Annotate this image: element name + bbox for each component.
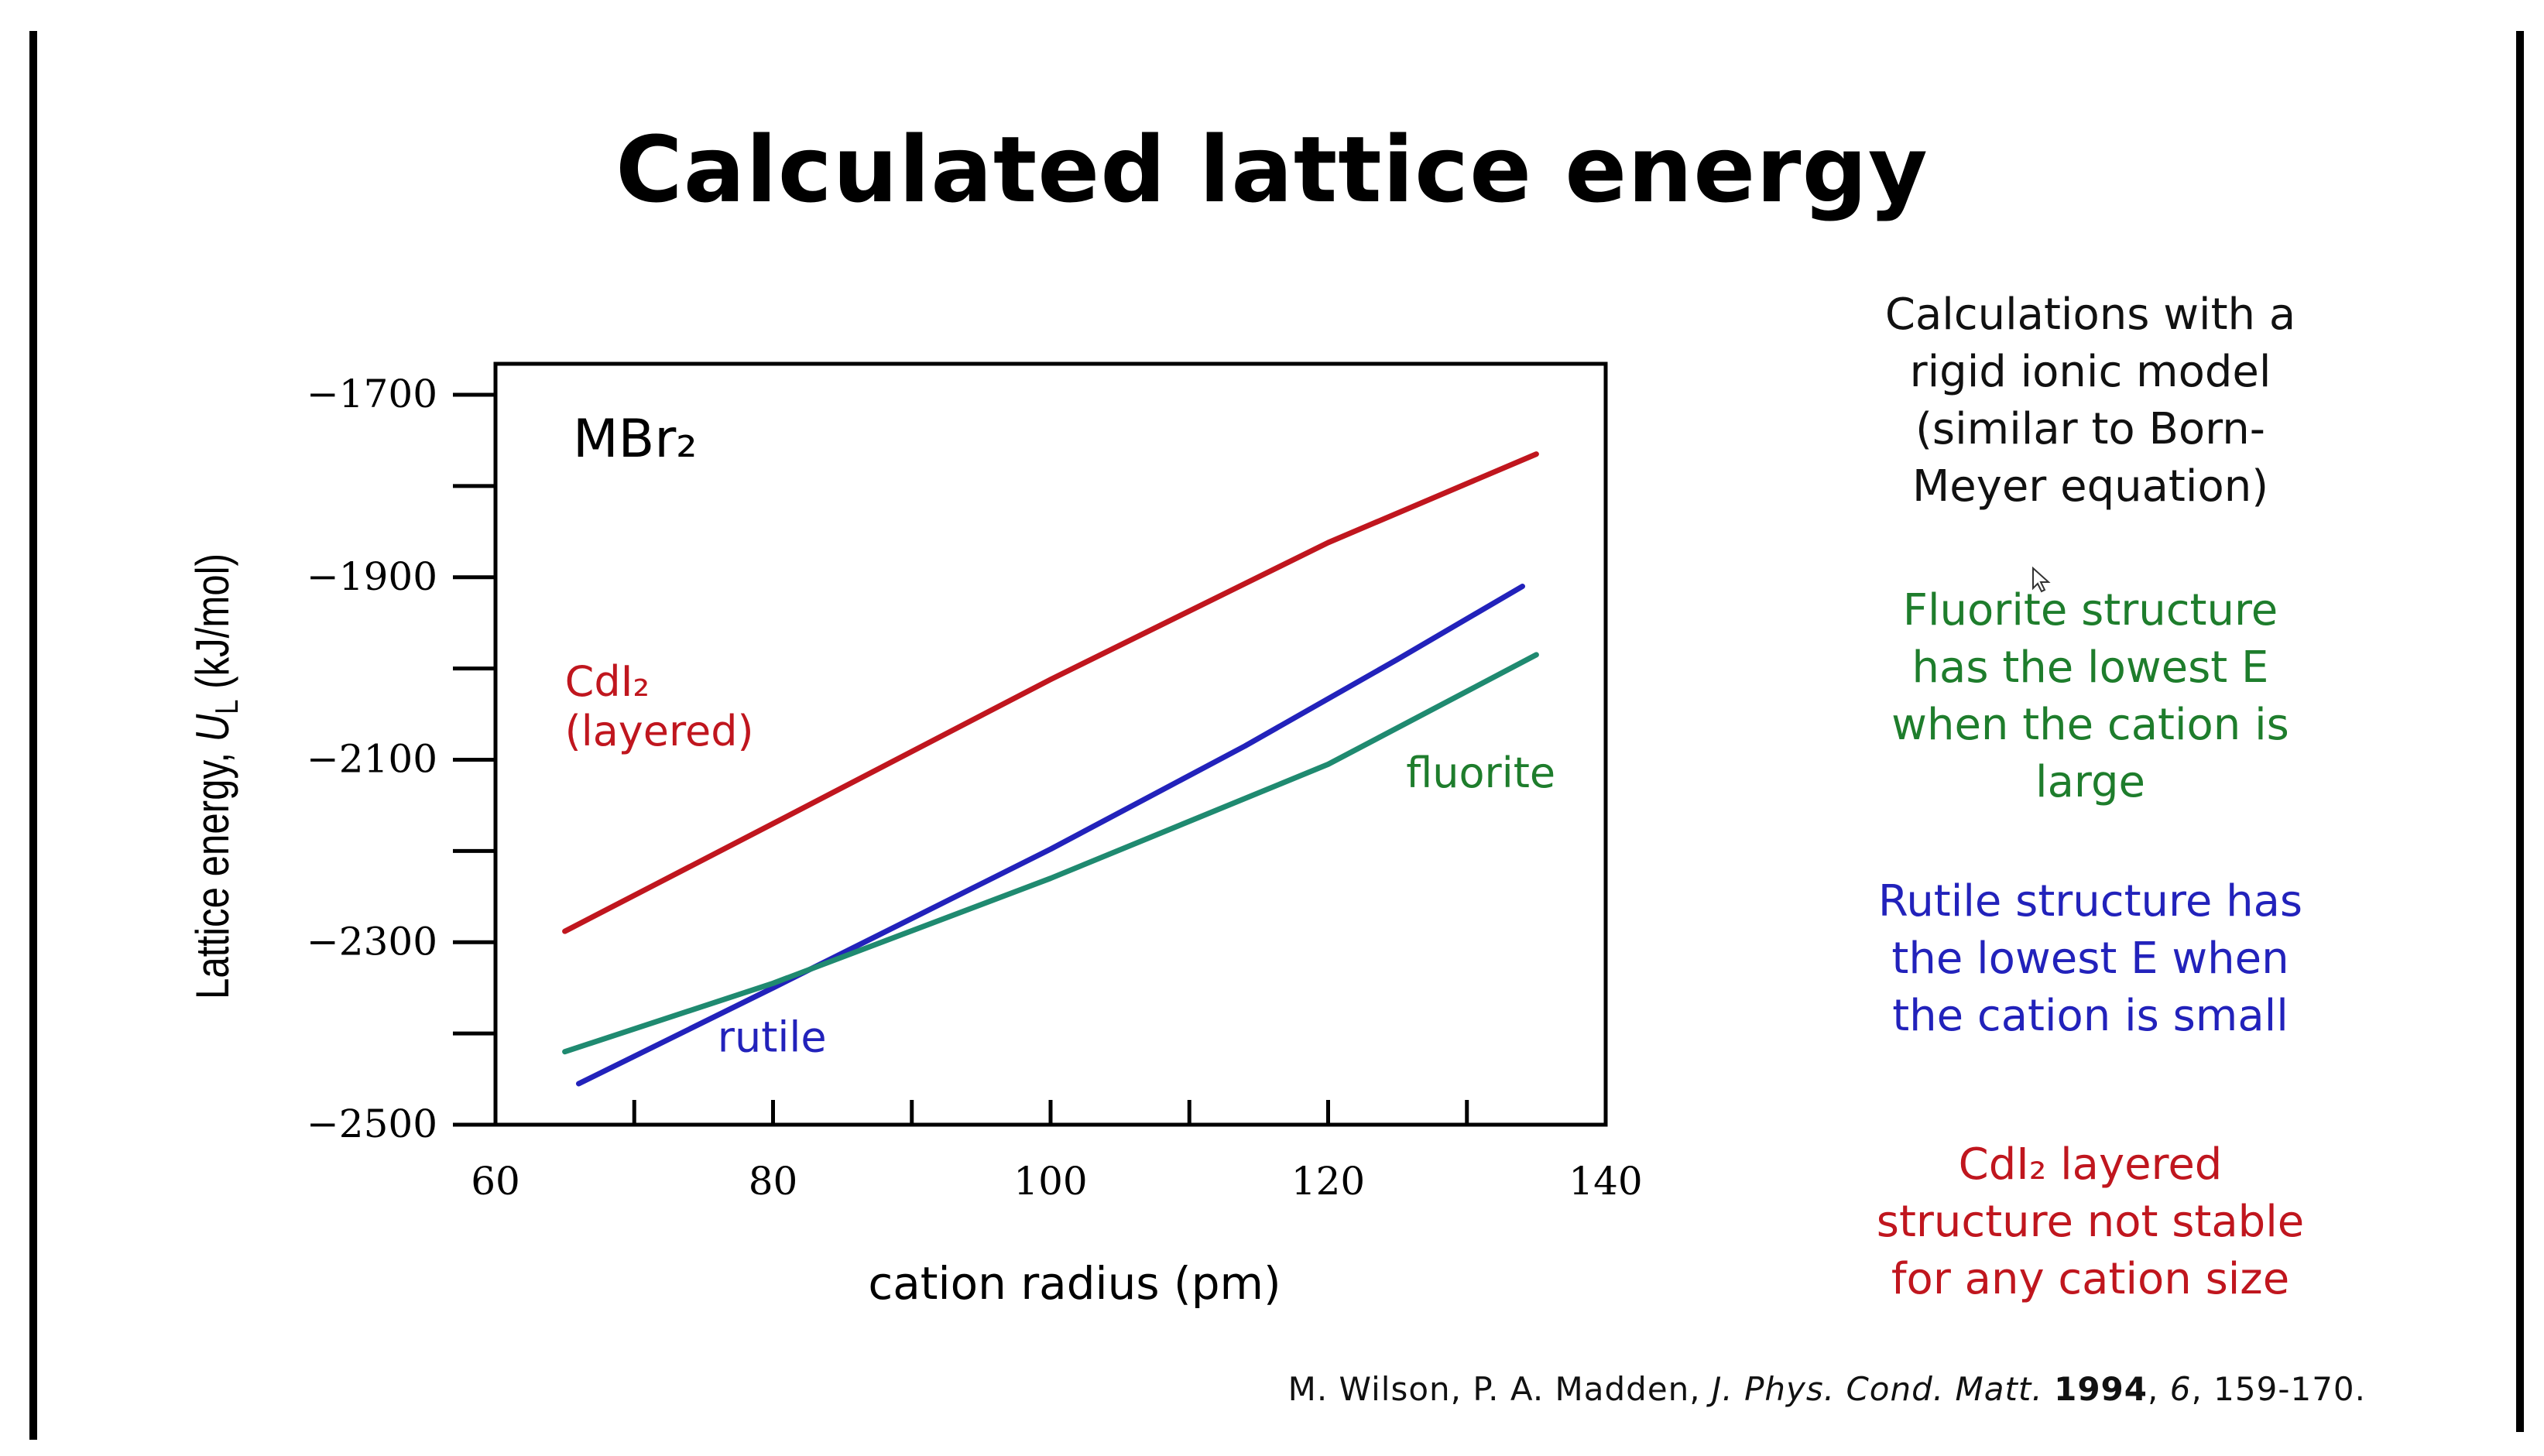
note-fluorite-line-2: has the lowest E — [1911, 642, 2269, 693]
citation: M. Wilson, P. A. Madden, J. Phys. Cond. … — [1287, 1370, 2366, 1408]
note-rigid-line-2: rigid ionic model — [1909, 347, 2271, 397]
mouse-cursor-icon — [2032, 567, 2051, 593]
y-title-symbol: U — [186, 714, 238, 742]
y-title-subscript: L — [209, 700, 245, 714]
series-label-cdi2-line-2: (layered) — [565, 707, 754, 755]
panel-label-mbr2: MBr₂ — [573, 409, 698, 470]
series-line-fluorite — [562, 652, 1539, 1055]
y-tick-label: −2300 — [307, 919, 437, 964]
note-cdi2-line-2: structure not stable — [1876, 1197, 2305, 1247]
y-tick-label: −2500 — [307, 1101, 437, 1146]
series-line-rutile — [576, 584, 1525, 1087]
x-tick-label: 120 — [1291, 1159, 1365, 1204]
series-label-rutile-line-1: rutile — [718, 1013, 827, 1062]
note-fluorite-line-1: Fluorite structure — [1902, 585, 2278, 636]
slide-left-border — [29, 31, 37, 1440]
y-tick-label: −1900 — [307, 554, 437, 599]
note-cdi2: CdI₂ layered structure not stable for any … — [1765, 1136, 2415, 1308]
x-tick-label: 140 — [1569, 1159, 1642, 1204]
x-tick-label: 80 — [749, 1159, 798, 1204]
note-rutile-line-1: Rutile structure has — [1877, 876, 2303, 927]
x-tick-label: 100 — [1013, 1159, 1087, 1204]
series-labels: CdI₂(layered) rutile fluorite — [565, 657, 1555, 1062]
series-label-fluorite-line-1: fluorite — [1406, 749, 1555, 797]
note-fluorite: Fluorite structure has the lowest E when t… — [1765, 582, 2415, 811]
citation-journal: J. Phys. Cond. Matt. — [1712, 1370, 2043, 1408]
x-tick-label: 60 — [471, 1159, 520, 1204]
note-fluorite-line-3: when the cation is — [1891, 700, 2289, 750]
note-rigid-ionic-model: Calculations with a rigid ionic model (sim… — [1765, 286, 2415, 516]
citation-year: 1994 — [2054, 1370, 2148, 1408]
plot-frame — [493, 361, 1608, 1127]
note-rigid-line-4: Meyer equation) — [1911, 461, 2269, 512]
note-rigid-line-3: (similar to Born- — [1915, 404, 2265, 454]
y-tick-label: −1700 — [307, 372, 437, 416]
note-cdi2-line-3: for any cation size — [1891, 1254, 2290, 1304]
note-rutile-line-3: the cation is small — [1892, 991, 2289, 1041]
citation-volume: 6 — [2169, 1370, 2192, 1408]
y-title-part: Lattice energy, — [186, 742, 238, 999]
citation-authors: M. Wilson, P. A. Madden, — [1287, 1370, 1712, 1408]
note-rigid-line-1: Calculations with a — [1884, 289, 2296, 340]
y-axis-title: Lattice energy, UL (kJ/mol) — [186, 553, 245, 999]
series-label-cdi2-line-1: CdI₂ — [565, 657, 650, 706]
slide-title: Calculated lattice energy — [615, 116, 1929, 223]
y-tick-label: −2100 — [307, 737, 437, 782]
note-rutile-line-2: the lowest E when — [1891, 934, 2289, 984]
note-fluorite-line-4: large — [2035, 757, 2145, 807]
citation-pages: , 159-170. — [2191, 1370, 2366, 1408]
x-axis-title: cation radius (pm) — [868, 1257, 1281, 1310]
series-lines — [562, 451, 1539, 1087]
x-axis: 60 80 100 120 140 — [471, 1100, 1643, 1204]
y-title-unit: (kJ/mol) — [186, 553, 238, 700]
series-line-cdi2 — [562, 451, 1539, 934]
y-axis: −1700 −1900 −2100 −2300 −2500 — [307, 372, 495, 1146]
note-rutile: Rutile structure has the lowest E when the… — [1765, 873, 2415, 1045]
note-cdi2-line-1: CdI₂ layered — [1958, 1139, 2223, 1190]
slide-right-border — [2516, 31, 2524, 1432]
